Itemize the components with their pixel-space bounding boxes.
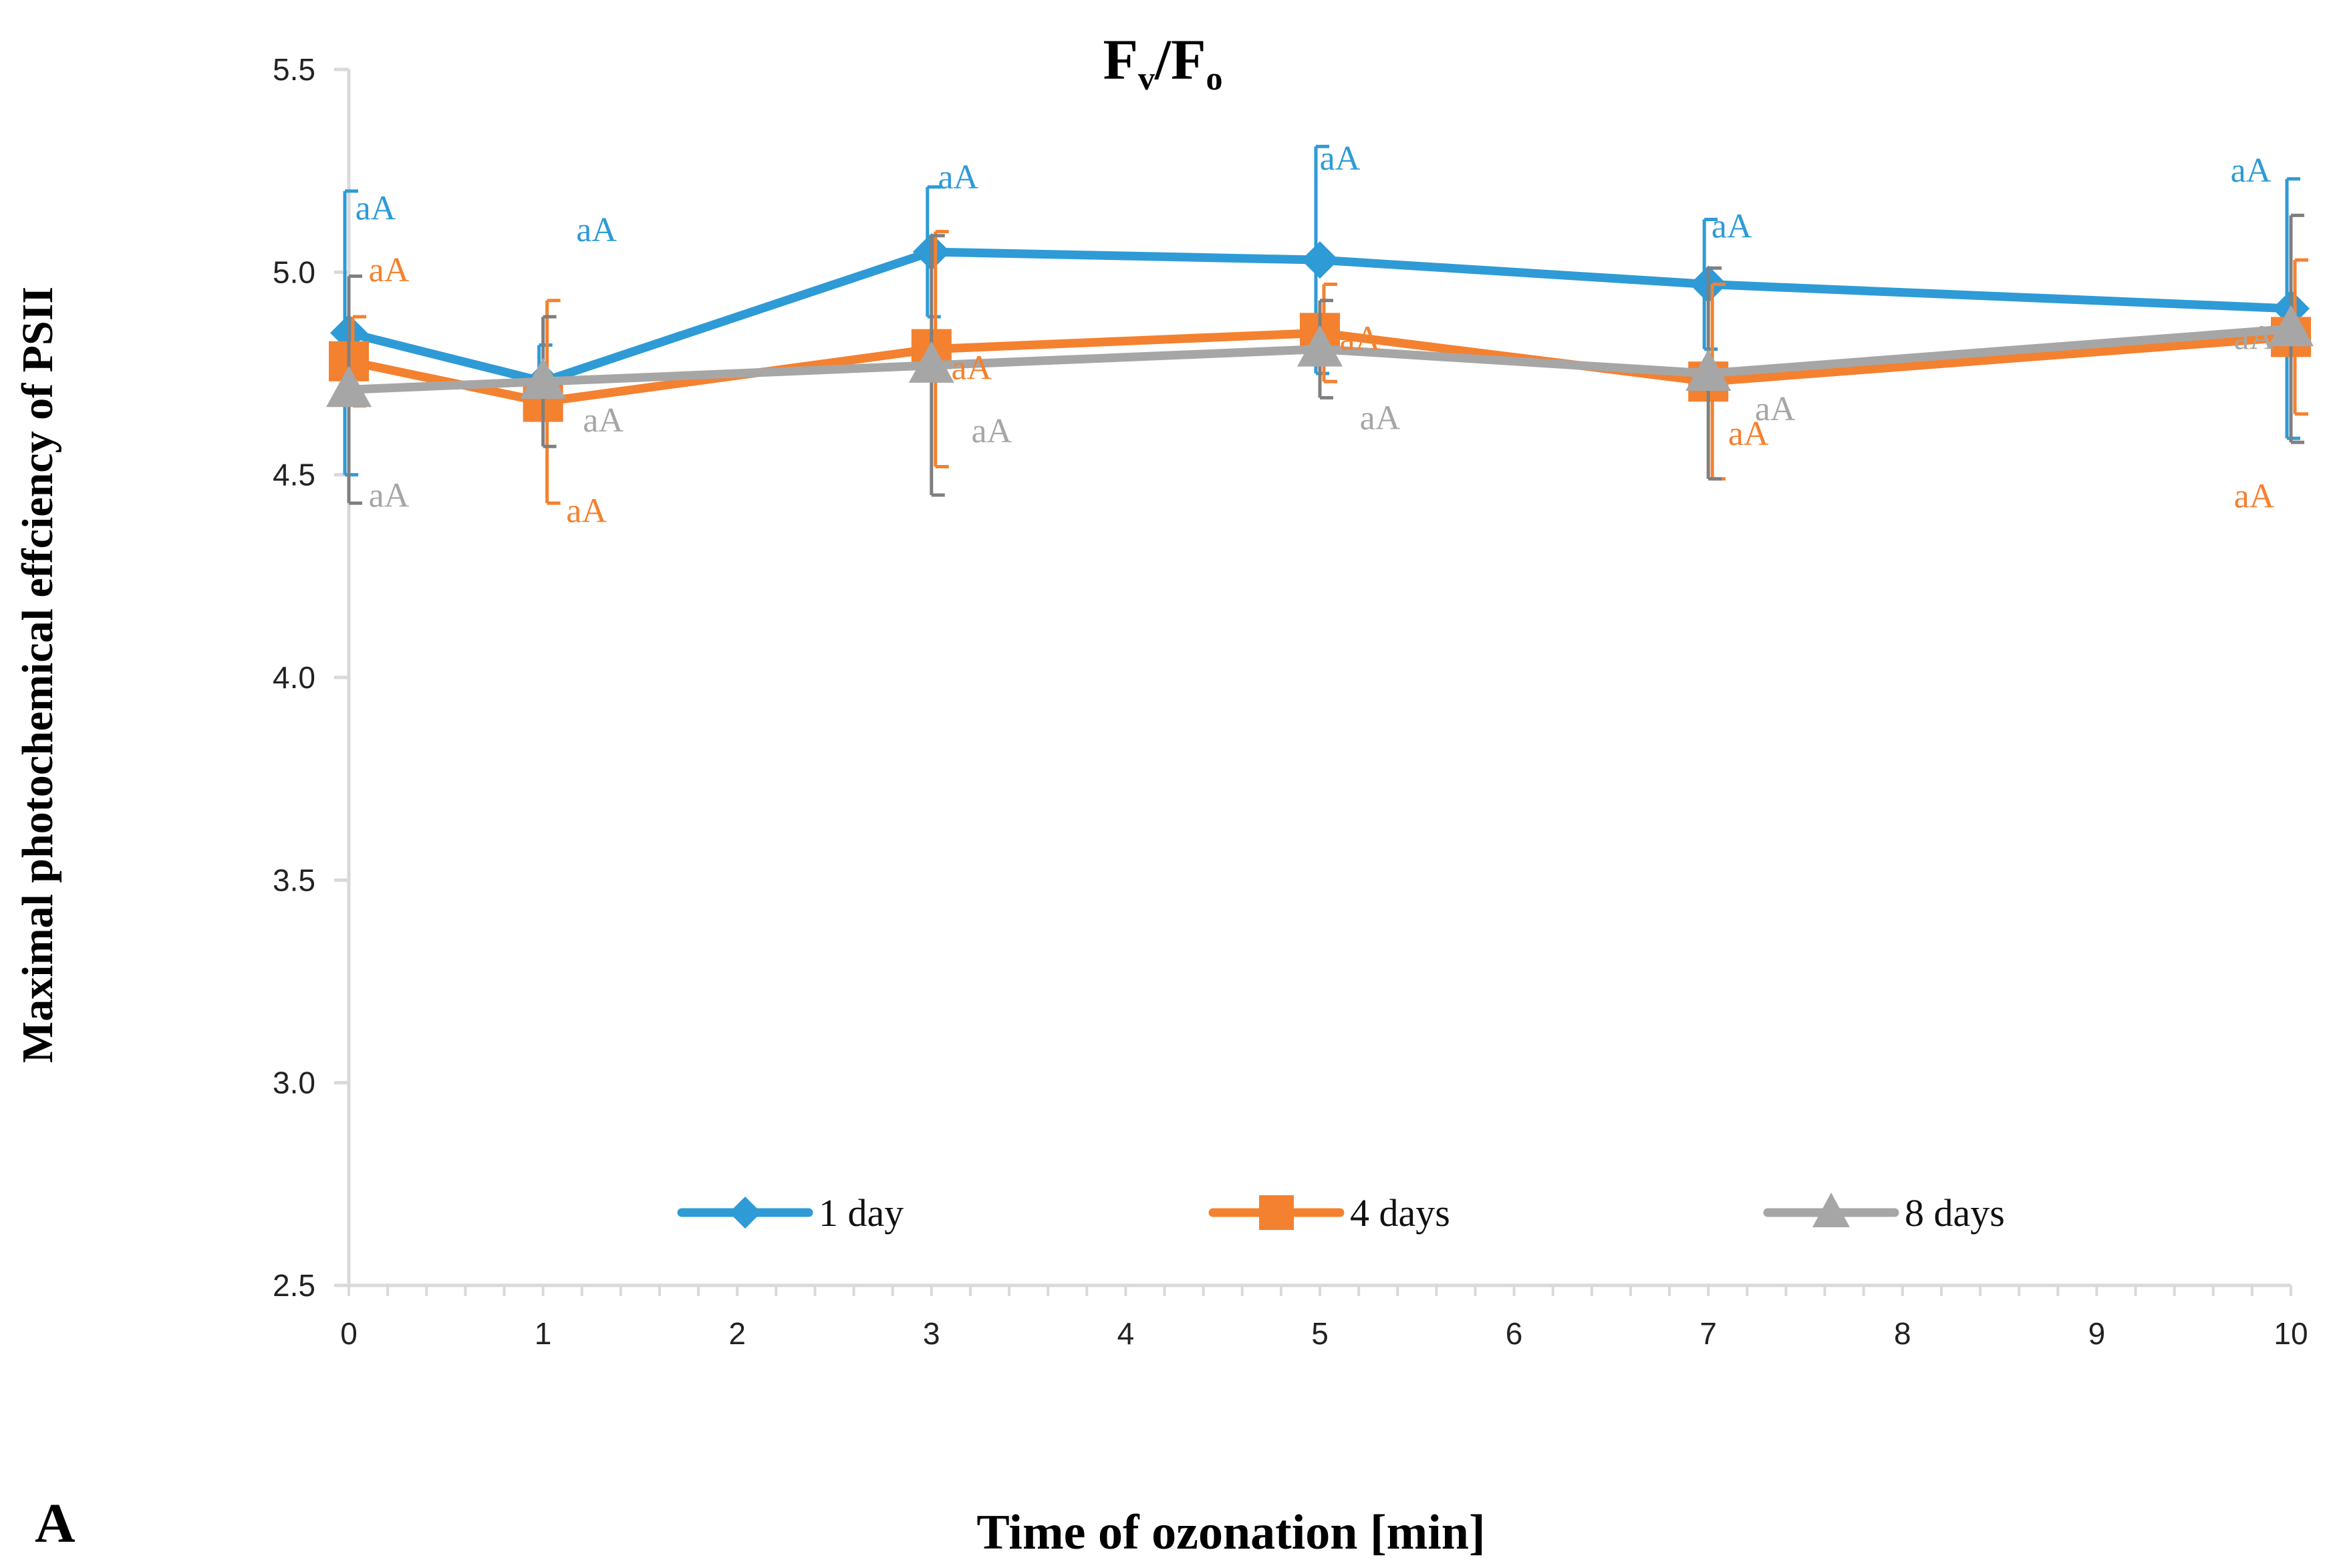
point-annotation: aA bbox=[576, 211, 617, 249]
x-tick-label: 4 bbox=[1117, 1316, 1135, 1351]
panel-label: A bbox=[35, 1493, 76, 1555]
y-tick-label: 2.5 bbox=[273, 1268, 315, 1303]
x-tick-label: 7 bbox=[1699, 1316, 1717, 1351]
data-point bbox=[1301, 241, 1339, 279]
data-point bbox=[326, 365, 372, 408]
point-annotation: aA bbox=[2231, 152, 2272, 190]
y-tick-label: 3.0 bbox=[273, 1066, 315, 1100]
data-point bbox=[2268, 305, 2314, 347]
x-tick-label: 10 bbox=[2274, 1316, 2308, 1351]
y-axis-label: Maximal photochemical effciency of PSII bbox=[13, 287, 62, 1063]
legend-label-0: 1 day bbox=[819, 1191, 904, 1235]
point-annotation: aA bbox=[938, 158, 978, 196]
data-point bbox=[1297, 325, 1343, 367]
chart-title: Fv/Fo bbox=[1103, 27, 1223, 97]
point-annotation: aA bbox=[1360, 400, 1401, 438]
point-annotation: aA bbox=[1755, 390, 1796, 428]
legend-marker bbox=[1812, 1193, 1850, 1227]
legend-label-1: 4 days bbox=[1350, 1191, 1450, 1235]
y-tick-label: 4.0 bbox=[273, 660, 315, 695]
series-line-2 bbox=[344, 324, 2296, 394]
point-annotation: aA bbox=[2234, 319, 2275, 357]
point-annotation: aA bbox=[1340, 319, 1381, 357]
x-tick-label: 9 bbox=[2088, 1316, 2106, 1351]
point-annotation: aA bbox=[1712, 208, 1752, 246]
point-annotation: aA bbox=[356, 189, 396, 227]
point-annotation: aA bbox=[1320, 140, 1361, 178]
series-line-0 bbox=[344, 247, 2296, 386]
y-tick-label: 5.0 bbox=[273, 255, 315, 289]
x-tick-label: 0 bbox=[340, 1316, 358, 1351]
series-0 bbox=[330, 144, 2310, 477]
x-tick-label: 1 bbox=[535, 1316, 552, 1351]
point-annotation: aA bbox=[583, 402, 624, 440]
x-tick-label: 8 bbox=[1894, 1316, 1911, 1351]
point-annotation: aA bbox=[1728, 415, 1769, 453]
point-annotation: aA bbox=[369, 476, 410, 514]
x-tick-label: 2 bbox=[728, 1316, 746, 1351]
y-tick-label: 5.5 bbox=[273, 52, 315, 87]
point-annotation: aA bbox=[971, 412, 1012, 450]
y-tick-label: 3.5 bbox=[273, 863, 315, 897]
x-tick-label: 6 bbox=[1506, 1316, 1523, 1351]
legend-label-2: 8 days bbox=[1905, 1191, 2005, 1235]
series-line-1 bbox=[344, 328, 2296, 406]
point-annotation: aA bbox=[2234, 477, 2275, 515]
y-tick-label: 4.5 bbox=[273, 458, 315, 492]
point-annotation: aA bbox=[566, 492, 607, 530]
point-annotation: aA bbox=[369, 251, 410, 289]
data-point bbox=[1685, 349, 1732, 391]
legend-marker bbox=[729, 1197, 761, 1229]
series-layer bbox=[326, 144, 2314, 505]
x-tick-label: 5 bbox=[1311, 1316, 1329, 1351]
data-point bbox=[520, 357, 566, 400]
data-point bbox=[908, 341, 954, 383]
x-tick-label: 3 bbox=[923, 1316, 940, 1351]
point-annotation: aA bbox=[951, 349, 992, 387]
legend: 1 day 4 days 8 days bbox=[677, 1191, 2005, 1235]
x-axis-label: Time of ozonation [min] bbox=[976, 1505, 1485, 1560]
legend-marker bbox=[1259, 1195, 1294, 1230]
series-2 bbox=[326, 213, 2314, 505]
